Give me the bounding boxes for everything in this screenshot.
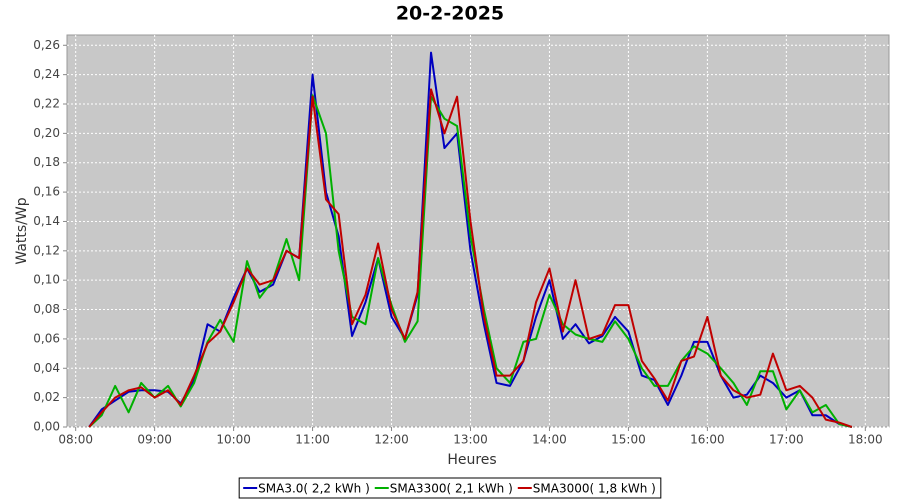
- x-tick-label: 15:00: [611, 433, 646, 447]
- x-tick-label: 14:00: [532, 433, 567, 447]
- legend-box: [238, 477, 662, 499]
- y-tick-label: 0,20: [33, 126, 60, 140]
- chart-title: 20-2-2025: [396, 3, 504, 25]
- x-tick-label: 08:00: [58, 433, 93, 447]
- y-tick-label: 0,16: [33, 185, 60, 199]
- y-tick-label: 0,00: [33, 420, 60, 434]
- legend-label: SMA3300( 2,1 kWh ): [390, 482, 513, 496]
- x-tick-label: 17:00: [769, 433, 804, 447]
- x-tick-label: 12:00: [374, 433, 409, 447]
- data-line: [88, 94, 853, 428]
- x-tick-label: 09:00: [137, 433, 172, 447]
- y-tick-label: 0,04: [33, 361, 60, 375]
- y-tick-label: 0,24: [33, 67, 60, 81]
- legend-label: SMA3.0( 2,2 kWh ): [258, 482, 370, 496]
- y-tick-label: 0,10: [33, 273, 60, 287]
- x-tick-label: 13:00: [453, 433, 488, 447]
- x-tick-label: 16:00: [690, 433, 725, 447]
- legend: SMA3.0( 2,2 kWh ) SMA3300( 2,1 kWh ) SMA30…: [238, 477, 662, 499]
- x-axis-label: Heures: [447, 452, 496, 468]
- x-tick-label: 18:00: [848, 433, 883, 447]
- y-tick-label: 0,22: [33, 97, 60, 111]
- data-line: [88, 88, 853, 428]
- plot-area: [66, 34, 890, 428]
- y-tick-label: 0,12: [33, 243, 60, 257]
- y-axis-label: Watts/Wp: [14, 197, 30, 264]
- y-tick-label: 0,02: [33, 390, 60, 404]
- y-tick-label: 0,06: [33, 331, 60, 345]
- x-tick-label: 11:00: [295, 433, 330, 447]
- legend-label: SMA3000( 1,8 kWh ): [533, 482, 656, 496]
- y-tick-label: 0,14: [33, 214, 60, 228]
- y-tick-label: 0,26: [33, 38, 60, 52]
- x-tick-label: 10:00: [216, 433, 251, 447]
- y-tick-label: 0,18: [33, 155, 60, 169]
- y-tick-label: 0,08: [33, 302, 60, 316]
